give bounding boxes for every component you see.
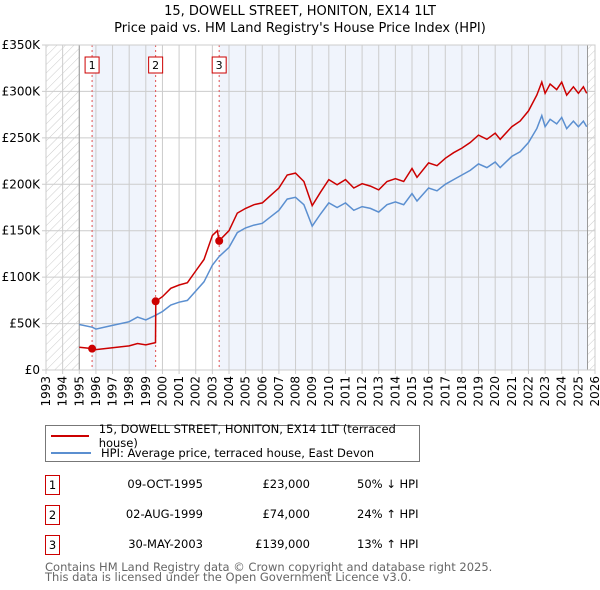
x-tick-label: 2016 (422, 376, 436, 407)
x-tick-label: 2013 (372, 376, 386, 407)
x-tick-label: 2001 (172, 376, 186, 407)
x-tick-label: 2025 (571, 376, 585, 407)
x-tick-label: 2024 (555, 376, 569, 407)
sale-price: £74,000 (262, 507, 310, 521)
hpi-line (79, 113, 588, 330)
hatched-no-data-end (587, 45, 595, 370)
legend-label: HPI: Average price, terraced house, East… (101, 446, 375, 460)
legend-item-property: 15, DOWELL STREET, HONITON, EX14 1LT (te… (51, 422, 419, 450)
y-tick-label: £0 (25, 363, 40, 377)
legend-item-hpi: HPI: Average price, terraced house, East… (51, 445, 374, 461)
x-tick-label: 1997 (106, 376, 120, 407)
shaded-period-1 (92, 45, 156, 370)
x-tick-label: 2007 (272, 376, 286, 407)
sale-date: 09-OCT-1995 (127, 477, 203, 491)
x-tick-label: 1998 (122, 376, 136, 407)
x-tick-label: 2019 (472, 376, 486, 407)
price-paid-line (79, 79, 588, 351)
x-tick-label: 2021 (505, 376, 519, 407)
sale-row-1: 1 09-OCT-1995 £23,000 50% ↓ HPI (45, 475, 465, 495)
x-tick-label: 2011 (338, 376, 352, 407)
sale-label-box-1 (84, 56, 100, 74)
y-tick-label: £100K (2, 270, 42, 284)
sale-date: 30-MAY-2003 (128, 537, 203, 551)
sale-label-3: 3 (216, 59, 223, 72)
x-tick-label: 2014 (388, 376, 402, 407)
shaded-period-2 (219, 45, 588, 370)
sale-point-2 (151, 297, 160, 306)
sale-date: 02-AUG-1999 (125, 507, 203, 521)
x-tick-label: 2000 (155, 376, 169, 407)
x-tick-label: 2026 (588, 376, 600, 407)
x-tick-label: 2015 (405, 376, 419, 407)
y-tick-label: £250K (2, 131, 42, 145)
x-tick-label: 1994 (56, 376, 70, 407)
sale-label-2: 2 (152, 59, 159, 72)
x-tick-label: 2012 (355, 376, 369, 407)
chart-title: 15, DOWELL STREET, HONITON, EX14 1LT (164, 4, 436, 19)
x-tick-label: 2004 (222, 376, 236, 407)
sale-hpi-diff: 13% ↑ HPI (357, 537, 419, 551)
footer-line-2: This data is licensed under the Open Gov… (45, 570, 412, 584)
x-tick-label: 2003 (205, 376, 219, 407)
x-tick-label: 2010 (322, 376, 336, 407)
x-tick-label: 2006 (255, 376, 269, 407)
x-tick-label: 2009 (305, 376, 319, 407)
legend-label: 15, DOWELL STREET, HONITON, EX14 1LT (te… (98, 422, 396, 450)
legend: 15, DOWELL STREET, HONITON, EX14 1LT (te… (45, 422, 420, 462)
sale-label-box-2 (148, 56, 164, 74)
y-tick-label: £200K (2, 177, 42, 191)
legend-swatch-red (51, 435, 89, 437)
footer-line-1: Contains HM Land Registry data © Crown c… (45, 560, 493, 574)
sale-marker-box: 2 (45, 505, 60, 525)
sale-hpi-diff: 24% ↑ HPI (357, 507, 419, 521)
x-tick-label: 1999 (139, 376, 153, 407)
sale-point-1 (88, 344, 97, 353)
x-tick-label: 2023 (538, 376, 552, 407)
sale-point-3 (215, 236, 224, 245)
sale-hpi-diff: 50% ↓ HPI (357, 477, 419, 491)
plot-border (45, 44, 596, 371)
chart-plot: 1993 1994 1995 1996 1997 1998 1999 2000 2001 2002… (2, 38, 600, 407)
x-tick-label: 2008 (289, 376, 303, 407)
x-tick-label: 2005 (239, 376, 253, 407)
x-tick-label: 2020 (488, 376, 502, 407)
sale-row-3: 3 30-MAY-2003 £139,000 13% ↑ HPI (45, 535, 465, 555)
sale-label-1: 1 (89, 59, 96, 72)
chart-subtitle: Price paid vs. HM Land Registry's House … (114, 21, 486, 36)
y-tick-label: £150K (2, 224, 42, 238)
x-tick-label: 1996 (89, 376, 103, 407)
x-tick-label: 2018 (455, 376, 469, 407)
y-tick-label: £350K (2, 38, 42, 52)
x-tick-label: 1993 (39, 376, 53, 407)
legend-swatch-blue (51, 452, 91, 454)
sale-price: £139,000 (255, 537, 310, 551)
sale-marker-box: 3 (45, 535, 60, 555)
sale-row-2: 2 02-AUG-1999 £74,000 24% ↑ HPI (45, 505, 465, 525)
x-tick-label: 1995 (72, 376, 86, 407)
x-tick-label: 2002 (189, 376, 203, 407)
y-tick-label: £50K (9, 317, 41, 331)
sale-marker-box: 1 (45, 475, 60, 495)
sale-label-box-3 (211, 56, 227, 74)
y-tick-label: £300K (2, 84, 42, 98)
x-tick-label: 2017 (438, 376, 452, 407)
sale-price: £23,000 (262, 477, 310, 491)
x-tick-label: 2022 (521, 376, 535, 407)
